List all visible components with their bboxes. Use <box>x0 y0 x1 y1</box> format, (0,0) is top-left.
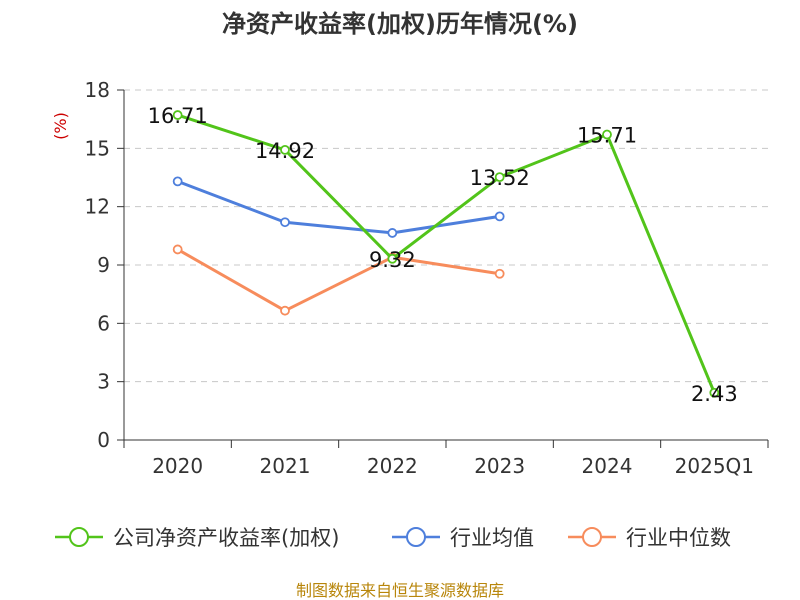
data-label: 14.92 <box>255 139 315 163</box>
grid-lines <box>124 89 768 383</box>
data-label: 9.32 <box>369 248 416 272</box>
data-label: 13.52 <box>470 166 530 190</box>
data-point[interactable] <box>172 244 183 255</box>
legend-item[interactable]: 行业均值 <box>392 526 534 550</box>
data-label: 16.71 <box>148 104 208 128</box>
data-point[interactable] <box>172 110 183 120</box>
y-tick-label: 3 <box>97 370 110 394</box>
x-tick-label: 2021 <box>260 454 311 478</box>
data-labels: 16.71 14.92 9.32 13.52 15.71 2.43 <box>148 104 738 406</box>
legend-circle-marker <box>582 527 602 547</box>
y-tick-label: 6 <box>97 311 110 335</box>
x-tick-label: 2022 <box>367 454 418 478</box>
legend-label: 行业均值 <box>450 526 534 550</box>
source-note: 制图数据来自恒生聚源数据库 <box>296 581 504 600</box>
legend-item[interactable]: 公司净资产收益率(加权) <box>55 526 339 550</box>
x-tick-label: 2020 <box>152 454 203 478</box>
data-point[interactable] <box>172 176 183 187</box>
x-tick-label: 2024 <box>582 454 633 478</box>
legend-circle-marker <box>406 527 426 547</box>
series-line <box>177 113 716 394</box>
data-point[interactable] <box>494 211 505 222</box>
data-point[interactable] <box>602 129 612 140</box>
data-point[interactable] <box>494 172 505 183</box>
data-point[interactable] <box>280 217 290 228</box>
legend-circle-marker <box>69 527 89 547</box>
data-label: 15.71 <box>577 124 637 148</box>
series-line <box>176 248 500 313</box>
data-point[interactable] <box>494 268 505 279</box>
chart-title: 净资产收益率(加权)历年情况(%) <box>222 10 578 38</box>
legend-label: 行业中位数 <box>626 526 731 550</box>
axes: 0 3 6 9 12 15 18 2020 2021 2022 2023 2024 2025Q1 <box>85 78 769 478</box>
data-label: 2.43 <box>691 382 738 406</box>
y-tick-label: 12 <box>85 195 110 219</box>
data-point[interactable] <box>387 228 398 238</box>
series-lines <box>172 110 720 398</box>
y-tick-label: 18 <box>85 78 110 102</box>
data-point[interactable] <box>709 387 720 398</box>
y-axis-unit-label: (%) <box>51 112 70 140</box>
data-point[interactable] <box>387 253 398 264</box>
legend[interactable]: 公司净资产收益率(加权) 行业均值 行业中位数 <box>55 526 731 550</box>
y-tick-label: 15 <box>85 136 110 160</box>
legend-label: 公司净资产收益率(加权) <box>113 526 339 550</box>
y-tick-label: 9 <box>97 253 110 277</box>
data-point[interactable] <box>280 305 290 316</box>
data-point[interactable] <box>280 144 290 155</box>
series-line <box>177 179 500 235</box>
x-tick-label: 2023 <box>474 454 525 478</box>
y-tick-label: 0 <box>97 428 110 452</box>
legend-item[interactable]: 行业中位数 <box>568 526 731 550</box>
x-tick-label: 2025Q1 <box>675 454 754 478</box>
